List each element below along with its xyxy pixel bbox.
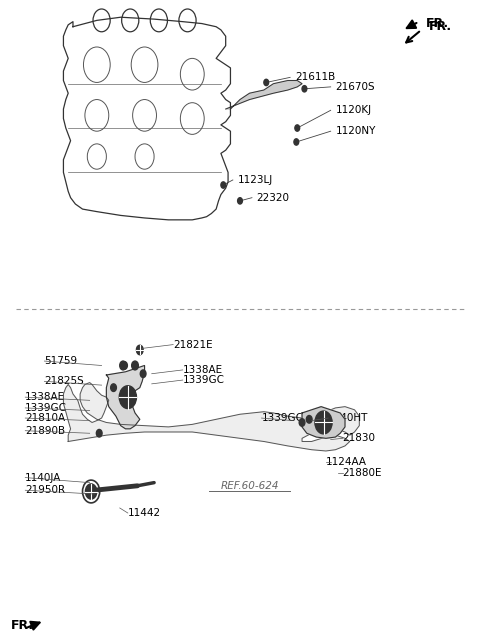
Polygon shape <box>302 406 345 438</box>
Text: 21880E: 21880E <box>343 468 382 478</box>
Text: 1140JA: 1140JA <box>25 473 61 483</box>
Circle shape <box>137 347 143 355</box>
Text: 21825S: 21825S <box>44 377 84 386</box>
Text: 1338AE: 1338AE <box>183 365 223 375</box>
Circle shape <box>238 198 242 204</box>
Text: 1120NY: 1120NY <box>336 126 376 136</box>
Text: 1339GC: 1339GC <box>183 375 225 385</box>
Circle shape <box>136 345 143 354</box>
Text: FR.: FR. <box>426 17 449 30</box>
Text: 11442: 11442 <box>128 508 161 518</box>
Text: 21670S: 21670S <box>336 82 375 92</box>
Circle shape <box>96 429 102 437</box>
Text: FR.: FR. <box>11 619 34 632</box>
Circle shape <box>306 415 312 423</box>
Polygon shape <box>107 366 144 429</box>
Circle shape <box>264 80 269 86</box>
Text: 1339GC: 1339GC <box>25 403 67 413</box>
Circle shape <box>132 361 138 370</box>
Circle shape <box>299 418 305 426</box>
Text: 21821E: 21821E <box>173 340 213 350</box>
Circle shape <box>302 86 307 92</box>
Circle shape <box>295 125 300 131</box>
Circle shape <box>315 411 332 434</box>
Text: FR.: FR. <box>429 20 452 33</box>
Text: 51759: 51759 <box>44 356 77 366</box>
Circle shape <box>120 361 126 370</box>
Text: 21810A: 21810A <box>25 413 65 423</box>
Polygon shape <box>226 81 302 109</box>
Polygon shape <box>63 383 360 451</box>
Text: 1339GC: 1339GC <box>262 413 303 423</box>
Circle shape <box>140 370 146 378</box>
Circle shape <box>111 384 116 391</box>
Circle shape <box>121 362 127 370</box>
Text: REF.60-624: REF.60-624 <box>220 481 279 491</box>
Text: 21890B: 21890B <box>25 425 65 436</box>
Text: 21950R: 21950R <box>25 485 65 495</box>
Text: 21611B: 21611B <box>295 73 335 83</box>
Text: 1124AA: 1124AA <box>326 457 367 467</box>
Text: 1120KJ: 1120KJ <box>336 106 372 115</box>
Text: 1140HT: 1140HT <box>328 413 369 423</box>
Circle shape <box>294 139 299 145</box>
Text: 1123LJ: 1123LJ <box>238 175 273 185</box>
Text: 1338AE: 1338AE <box>25 392 65 402</box>
Circle shape <box>119 386 136 408</box>
Circle shape <box>85 484 97 499</box>
Circle shape <box>221 182 226 188</box>
Text: 21830: 21830 <box>343 433 376 443</box>
Text: 22320: 22320 <box>257 193 290 203</box>
